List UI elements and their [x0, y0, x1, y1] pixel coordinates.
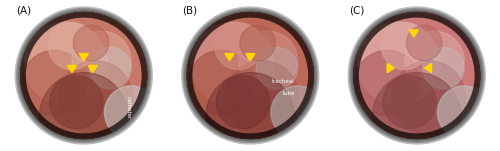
Circle shape: [422, 47, 464, 89]
Polygon shape: [246, 54, 255, 61]
Circle shape: [271, 86, 324, 139]
Text: tracheal: tracheal: [272, 79, 294, 84]
Circle shape: [372, 72, 461, 151]
Circle shape: [24, 22, 107, 105]
Polygon shape: [88, 65, 97, 72]
Circle shape: [240, 25, 276, 61]
Polygon shape: [424, 63, 432, 73]
Polygon shape: [409, 30, 418, 37]
Text: (B): (B): [182, 6, 198, 16]
Text: tube: tube: [282, 91, 295, 96]
Circle shape: [392, 61, 466, 135]
Circle shape: [186, 12, 314, 139]
Circle shape: [188, 50, 253, 116]
Polygon shape: [68, 65, 76, 72]
Circle shape: [20, 12, 148, 139]
Polygon shape: [225, 54, 234, 61]
Circle shape: [72, 31, 131, 90]
Circle shape: [438, 86, 490, 139]
Circle shape: [238, 31, 298, 90]
Circle shape: [405, 31, 464, 90]
Circle shape: [358, 22, 440, 105]
Circle shape: [104, 86, 158, 139]
Polygon shape: [387, 63, 394, 73]
Circle shape: [50, 76, 103, 129]
Text: catheter: catheter: [126, 96, 130, 120]
Circle shape: [90, 47, 131, 89]
Circle shape: [353, 12, 480, 139]
Circle shape: [22, 50, 86, 116]
Circle shape: [191, 22, 274, 105]
Text: (C): (C): [348, 6, 364, 16]
Circle shape: [216, 76, 270, 129]
Circle shape: [256, 47, 298, 89]
Circle shape: [382, 76, 436, 129]
Circle shape: [381, 22, 428, 70]
Circle shape: [214, 22, 262, 70]
Polygon shape: [79, 54, 88, 61]
Circle shape: [225, 61, 299, 135]
Circle shape: [58, 61, 132, 135]
Circle shape: [48, 22, 96, 70]
Circle shape: [206, 72, 294, 151]
Text: (A): (A): [16, 6, 31, 16]
Circle shape: [74, 25, 109, 61]
Circle shape: [406, 25, 442, 61]
Circle shape: [354, 50, 420, 116]
Circle shape: [40, 72, 128, 151]
